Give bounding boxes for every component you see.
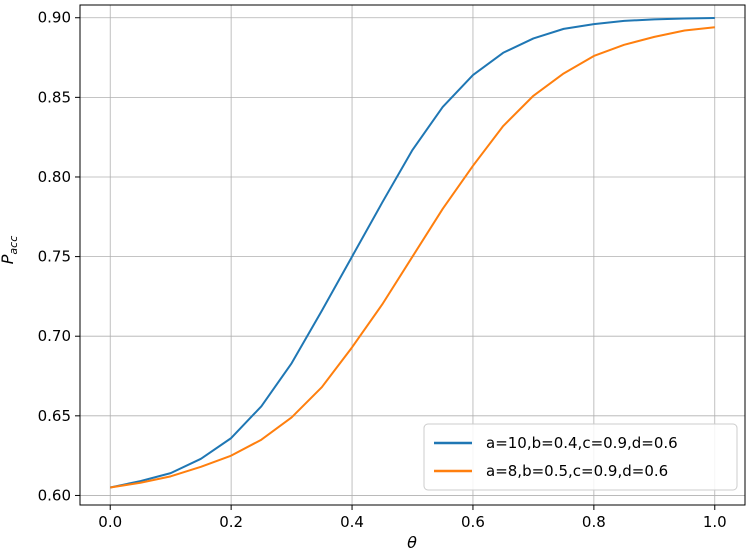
y-tick-label: 0.75 [38, 248, 71, 266]
y-tick-label: 0.90 [38, 9, 71, 27]
series-line-1 [110, 17, 715, 489]
y-axis-label-main: P [0, 254, 17, 264]
x-tick-label: 0.6 [461, 513, 485, 531]
legend-box [423, 423, 738, 491]
grid-layer [80, 5, 745, 505]
y-tick-label: 0.60 [38, 486, 71, 504]
y-tick-label: 0.85 [38, 88, 71, 106]
y-axis-label-subscript: acc [7, 236, 20, 255]
plot-frame [79, 4, 746, 506]
series-line-2 [110, 26, 715, 489]
axes-layer: 0.0 0.2 0.4 0.6 0.8 1.0 0.60 0.65 0.70 0.75 0.80 0.… [38, 4, 746, 531]
x-tick-label: 0.8 [582, 513, 606, 531]
y-tick-label: 0.80 [38, 168, 71, 186]
y-axis-label: Pacc [0, 236, 20, 265]
legend: a=10,b=0.4,c=0.9,d=0.6 a=8,b=0.5,c=0.9,d=… [423, 423, 738, 491]
x-tick-label: 0.2 [219, 513, 243, 531]
legend-label-2: a=8,b=0.5,c=0.9,d=0.6 [486, 462, 668, 480]
x-tick-label: 0.0 [98, 513, 122, 531]
legend-label-1: a=10,b=0.4,c=0.9,d=0.6 [486, 434, 678, 452]
y-tick-label: 0.65 [38, 407, 71, 425]
x-tick-label: 1.0 [703, 513, 727, 531]
x-tick-label: 0.4 [340, 513, 364, 531]
x-axis-label: θ [407, 533, 417, 552]
y-tick-label: 0.70 [38, 327, 71, 345]
series-layer [110, 17, 715, 489]
